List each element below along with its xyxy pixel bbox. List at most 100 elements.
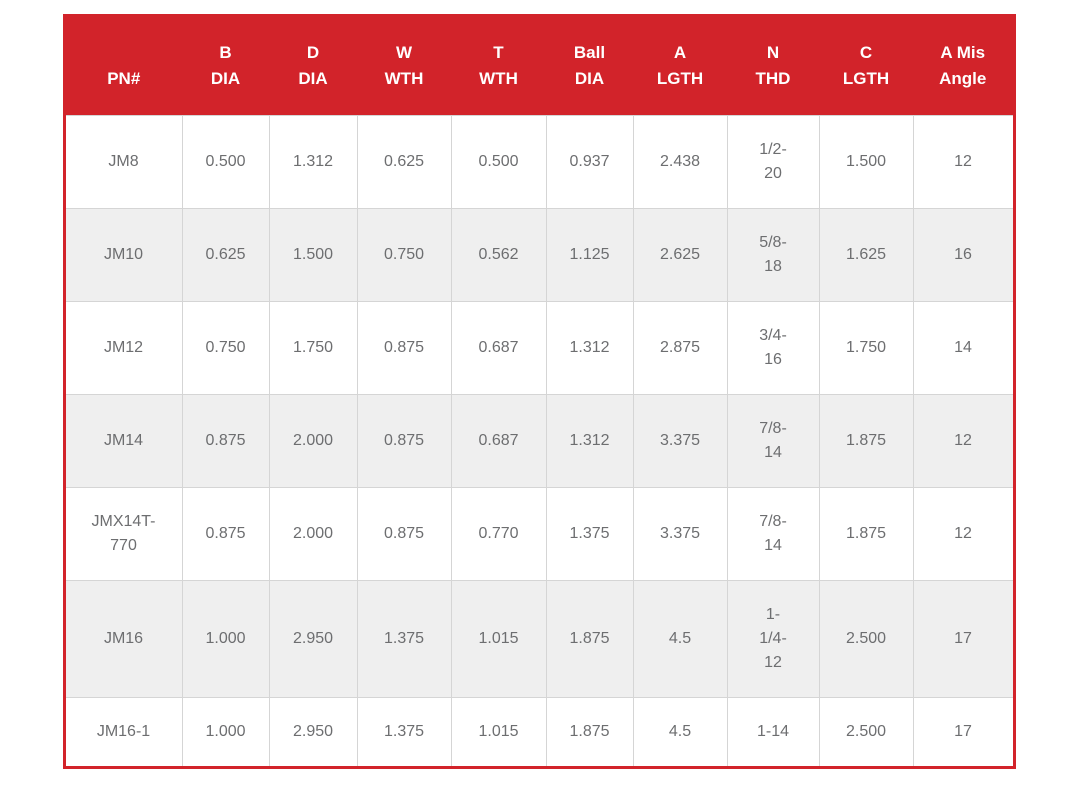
value-cell: 12 (912, 487, 1015, 581)
cell-text: 12 (954, 524, 972, 542)
value-cell: 1.375 (545, 487, 634, 581)
part-number-cell: JM8 (63, 115, 183, 209)
cell-text: 1/2-20 (759, 141, 787, 182)
cell-text: 1.500 (292, 245, 334, 263)
cell-text: 0.750 (205, 338, 246, 356)
value-cell: 2.625 (632, 208, 728, 302)
value-cell: 2.950 (268, 696, 358, 769)
value-cell: 17 (912, 580, 1015, 698)
value-cell: 2.500 (818, 696, 914, 769)
header-cell-t-wth: T WTH (451, 15, 546, 116)
table-row-jmx14t-770: JMX14T-770 0.875 2.000 0.875 0.770 1.375 3.375… (63, 487, 1015, 581)
header-cell-pn: PN# (64, 15, 182, 116)
value-cell: 3.375 (632, 394, 728, 488)
header-line-2: DIA (298, 69, 328, 88)
header-cell-b-dia: B DIA (182, 15, 269, 116)
cell-text: JM16-1 (96, 723, 151, 740)
cell-text: 1.875 (845, 431, 887, 449)
cell-text: 0.500 (478, 152, 519, 170)
value-cell: 0.875 (356, 394, 452, 488)
value-cell: 0.875 (356, 301, 452, 395)
value-cell: 0.687 (450, 394, 547, 488)
value-cell: 0.625 (181, 208, 270, 302)
cell-text: 1.750 (845, 338, 887, 356)
cell-text: JMX14T-770 (91, 513, 156, 554)
table-row-jm10: JM10 0.625 1.500 0.750 0.562 1.125 2.625 5/8-18… (63, 208, 1015, 302)
cell-text: 2.950 (292, 723, 334, 740)
cell-text: 2.875 (659, 338, 701, 356)
header-line-1: A Mis (940, 43, 986, 62)
cell-text: 1.375 (569, 524, 610, 542)
header-line-1: D (306, 43, 320, 62)
value-cell: 1-14 (726, 696, 820, 769)
cell-text: 0.875 (383, 338, 425, 356)
cell-text: 1.375 (383, 629, 425, 647)
header-line-2: DIA (210, 69, 241, 88)
table-row-jm12: JM12 0.750 1.750 0.875 0.687 1.312 2.875 3/4-16… (63, 301, 1015, 395)
header-line-2: THD (755, 69, 791, 88)
cell-text: 2.625 (659, 245, 701, 263)
header-cell-w-wth: W WTH (357, 15, 451, 116)
part-number-cell: JM12 (63, 301, 183, 395)
table-body: JM8 0.500 1.312 0.625 0.500 0.937 2.438 1/2-20 1… (63, 115, 1015, 769)
value-cell: 0.770 (450, 487, 547, 581)
value-cell: 1.015 (450, 580, 547, 698)
value-cell: 17 (912, 696, 1015, 769)
value-cell: 0.687 (450, 301, 547, 395)
cell-text: JM8 (108, 152, 139, 170)
value-cell: 1-1/4-12 (726, 580, 820, 698)
cell-text: 0.875 (383, 524, 425, 542)
cell-text: 0.750 (383, 245, 425, 263)
value-cell: 1.875 (545, 696, 634, 769)
cell-text: 3.375 (659, 524, 701, 542)
cell-text: 1.312 (292, 152, 334, 170)
cell-text: 1.000 (205, 629, 246, 647)
cell-text: 2.000 (292, 431, 334, 449)
table-row-jm16-1: JM16-1 1.000 2.950 1.375 1.015 1.875 4.5 1-14 2.… (63, 696, 1015, 769)
cell-text: 1.375 (383, 723, 425, 740)
value-cell: 5/8-18 (726, 208, 820, 302)
cell-text: 1-1/4-12 (759, 606, 787, 671)
cell-text: 0.937 (569, 152, 610, 170)
cell-text: 2.000 (292, 524, 334, 542)
header-line-1: B (219, 43, 232, 62)
cell-text: 0.875 (205, 431, 246, 449)
value-cell: 1.375 (356, 696, 452, 769)
value-cell: 1.500 (268, 208, 358, 302)
cell-text: 2.950 (292, 629, 334, 647)
value-cell: 0.875 (181, 487, 270, 581)
cell-text: 0.687 (478, 431, 519, 449)
value-cell: 0.875 (356, 487, 452, 581)
header-row: PN# B DIA D DIA W WTH T WTH Ball DIA A LGTH N THD C LGTH… (64, 15, 1014, 116)
table-row-jm14: JM14 0.875 2.000 0.875 0.687 1.312 3.375 7/8-14… (63, 394, 1015, 488)
header-cell-a-lgth: A LGTH (633, 15, 727, 116)
table-header: PN# B DIA D DIA W WTH T WTH Ball DIA A LGTH N THD C LGTH… (64, 15, 1014, 116)
part-number-cell: JMX14T-770 (63, 487, 183, 581)
header-line-1: N (766, 43, 780, 62)
cell-text: 1.312 (569, 338, 610, 356)
table-row-jm8: JM8 0.500 1.312 0.625 0.500 0.937 2.438 1/2-20 1… (63, 115, 1015, 209)
cell-text: 1.625 (845, 245, 887, 263)
header-cell-ball-dia: Ball DIA (546, 15, 633, 116)
header-line-1: C (859, 43, 873, 62)
cell-text: 1.875 (845, 524, 887, 542)
cell-text: 0.687 (478, 338, 519, 356)
cell-text: 1.500 (845, 152, 887, 170)
cell-text: 4.5 (668, 629, 692, 647)
cell-text: 5/8-18 (759, 234, 787, 275)
value-cell: 1.015 (450, 696, 547, 769)
cell-text: 0.625 (383, 152, 425, 170)
value-cell: 0.750 (356, 208, 452, 302)
value-cell: 1.875 (545, 580, 634, 698)
cell-text: 1.000 (205, 723, 246, 740)
specs-table: PN# B DIA D DIA W WTH T WTH Ball DIA A LGTH N THD C LGTH… (62, 14, 1016, 770)
header-line-2: DIA (574, 69, 605, 88)
cell-text: 1.015 (478, 723, 519, 740)
cell-text: 3.375 (659, 431, 701, 449)
cell-text: 7/8-14 (759, 513, 787, 554)
value-cell: 12 (912, 115, 1015, 209)
header-line-2: LGTH (656, 69, 704, 88)
part-number-cell: JM16 (63, 580, 183, 698)
value-cell: 1.312 (545, 301, 634, 395)
header-line-2: WTH (479, 69, 518, 88)
